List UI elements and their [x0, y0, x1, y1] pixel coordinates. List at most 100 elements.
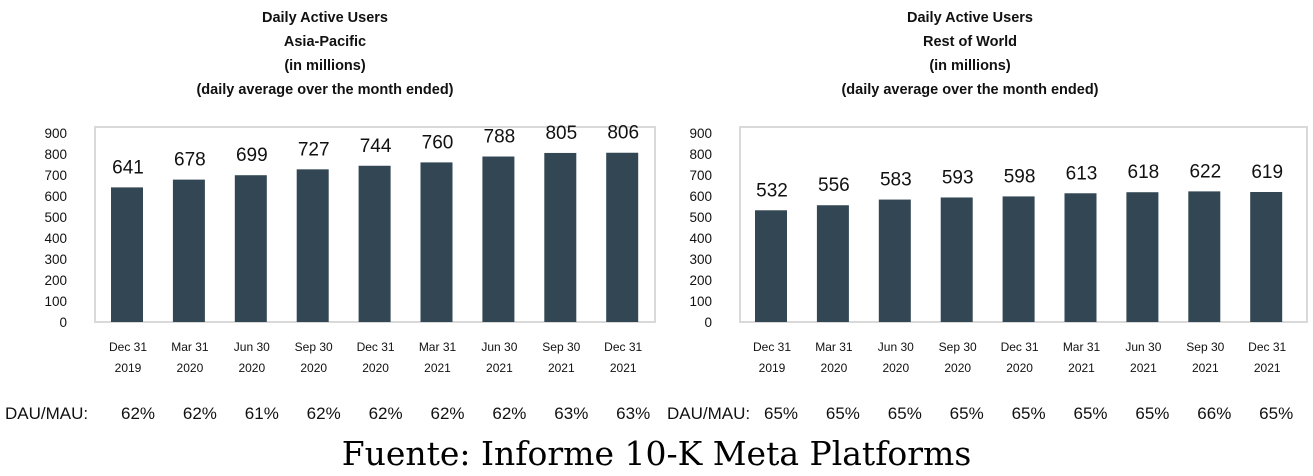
x-tick-label-month: Dec 31	[604, 340, 642, 354]
bar-value-label: 760	[422, 132, 454, 153]
x-tick-label-year: 2021	[1130, 361, 1157, 375]
bar-value-label: 806	[607, 123, 639, 144]
x-tick-label-year: 2020	[821, 361, 848, 375]
bar-value-label: 556	[818, 175, 850, 196]
bar	[878, 199, 911, 322]
chart-subtitle-note: (daily average over the month ended)	[196, 82, 454, 98]
dau-mau-value: 61%	[244, 404, 279, 423]
y-tick-label: 300	[44, 252, 67, 267]
bar	[1250, 192, 1283, 322]
x-tick-label-month: Dec 31	[1248, 340, 1286, 354]
x-tick-label-year: 2021	[1254, 361, 1281, 375]
dau-mau-value: 66%	[1197, 404, 1232, 423]
x-tick-label-month: Dec 31	[109, 340, 147, 354]
x-tick-label-year: 2020	[362, 361, 389, 375]
bar-value-label: 744	[360, 136, 392, 157]
x-tick-label-month: Mar 31	[419, 340, 457, 354]
source-caption: Fuente: Informe 10-K Meta Platforms	[341, 434, 972, 473]
bar-value-label: 699	[236, 145, 268, 166]
dau-mau-row-asia-pacific: DAU/MAU: 62% 62% 61% 62% 62% 62% 62% 63% 63%	[0, 404, 650, 428]
x-tick-label-month: Sep 30	[542, 340, 580, 354]
bar	[1188, 191, 1221, 322]
bar	[296, 169, 329, 322]
bar-value-label: 622	[1189, 161, 1221, 182]
bar-value-label: 593	[942, 167, 974, 188]
bar-value-label: 727	[298, 139, 330, 160]
x-tick-label-month: Jun 30	[234, 340, 270, 354]
x-tick-label-month: Sep 30	[939, 340, 977, 354]
chart-title: Daily Active Users Rest of World (in mil…	[645, 6, 1295, 102]
bar-value-label: 618	[1128, 162, 1160, 183]
bar-value-label: 788	[484, 127, 516, 148]
bar	[234, 175, 267, 322]
x-tick-label-year: 2021	[424, 361, 451, 375]
y-tick-label: 600	[689, 189, 712, 204]
dau-mau-value: 65%	[1073, 404, 1108, 423]
x-tick-label-month: Jun 30	[481, 340, 517, 354]
x-tick-label-year: 2021	[548, 361, 575, 375]
y-tick-label: 600	[44, 189, 67, 204]
chart-subtitle-region: Asia-Pacific	[283, 34, 367, 50]
x-tick-label-month: Mar 31	[171, 340, 209, 354]
dau-mau-value: 63%	[554, 404, 589, 423]
bar-chart-rest-of-world: 0 100 200 300 400 500 600 700 800 900 532 Dec 31 201…	[689, 126, 1308, 375]
y-tick-label: 100	[44, 294, 67, 309]
dau-mau-value: 65%	[825, 404, 860, 423]
y-tick-label: 200	[689, 273, 712, 288]
dau-mau-value: 63%	[616, 404, 651, 423]
chart-subtitle-unit: (in millions)	[929, 58, 1011, 74]
x-tick-label-month: Sep 30	[295, 340, 333, 354]
chart-title-line: Daily Active Users	[261, 10, 388, 26]
x-tick-label-month: Dec 31	[1001, 340, 1039, 354]
dau-mau-value: 62%	[368, 404, 403, 423]
chart-panel-asia-pacific: Daily Active Users Asia-Pacific (in mill…	[0, 0, 656, 395]
x-tick-label-year: 2021	[1068, 361, 1095, 375]
bar-value-label: 583	[880, 170, 912, 191]
x-tick-label-year: 2020	[1006, 361, 1033, 375]
bar	[420, 162, 453, 322]
y-tick-label: 200	[44, 273, 67, 288]
bar	[1064, 193, 1097, 322]
bar	[111, 187, 143, 322]
x-tick-label-year: 2020	[177, 361, 204, 375]
bar-value-label: 619	[1251, 162, 1283, 183]
dau-mau-value: 65%	[887, 404, 922, 423]
bar-value-label: 613	[1066, 163, 1098, 184]
y-tick-label: 0	[704, 315, 712, 330]
x-tick-label-year: 2021	[1192, 361, 1219, 375]
dau-mau-value: 62%	[120, 404, 156, 423]
chart-subtitle-note: (daily average over the month ended)	[841, 82, 1099, 98]
x-tick-label-month: Jun 30	[1125, 340, 1161, 354]
x-tick-label-month: Mar 31	[815, 340, 853, 354]
x-tick-label-year: 2020	[300, 361, 327, 375]
chart-subtitle-region: Rest of World	[923, 34, 1017, 50]
chart-title-line: Daily Active Users	[906, 10, 1033, 26]
bar	[172, 179, 205, 322]
bar	[1126, 192, 1159, 322]
dau-mau-value: 65%	[1259, 404, 1294, 423]
y-tick-label: 500	[689, 210, 712, 225]
y-tick-label: 500	[44, 210, 67, 225]
dau-mau-value: 62%	[182, 404, 217, 423]
dau-mau-value: 65%	[1011, 404, 1046, 423]
bar	[606, 152, 639, 322]
dau-mau-value: 65%	[1135, 404, 1170, 423]
bar	[358, 165, 391, 322]
x-tick-label-year: 2020	[944, 361, 971, 375]
x-tick-label-year: 2019	[115, 361, 142, 375]
dau-mau-value: 65%	[763, 404, 799, 423]
y-tick-label: 900	[44, 126, 67, 141]
x-tick-label-month: Dec 31	[753, 340, 791, 354]
y-tick-label: 900	[689, 126, 712, 141]
bar-value-label: 805	[545, 123, 577, 144]
x-tick-label-month: Dec 31	[357, 340, 395, 354]
chart-title: Daily Active Users Asia-Pacific (in mill…	[0, 6, 650, 102]
x-tick-label-month: Jun 30	[878, 340, 914, 354]
chart-panel-rest-of-world: Daily Active Users Rest of World (in mil…	[645, 0, 1308, 395]
y-tick-label: 700	[689, 168, 712, 183]
dau-mau-value: 65%	[949, 404, 984, 423]
y-tick-label: 800	[689, 147, 712, 162]
y-tick-label: 400	[44, 231, 67, 246]
bar	[755, 210, 787, 322]
bar-value-label: 532	[756, 180, 788, 201]
